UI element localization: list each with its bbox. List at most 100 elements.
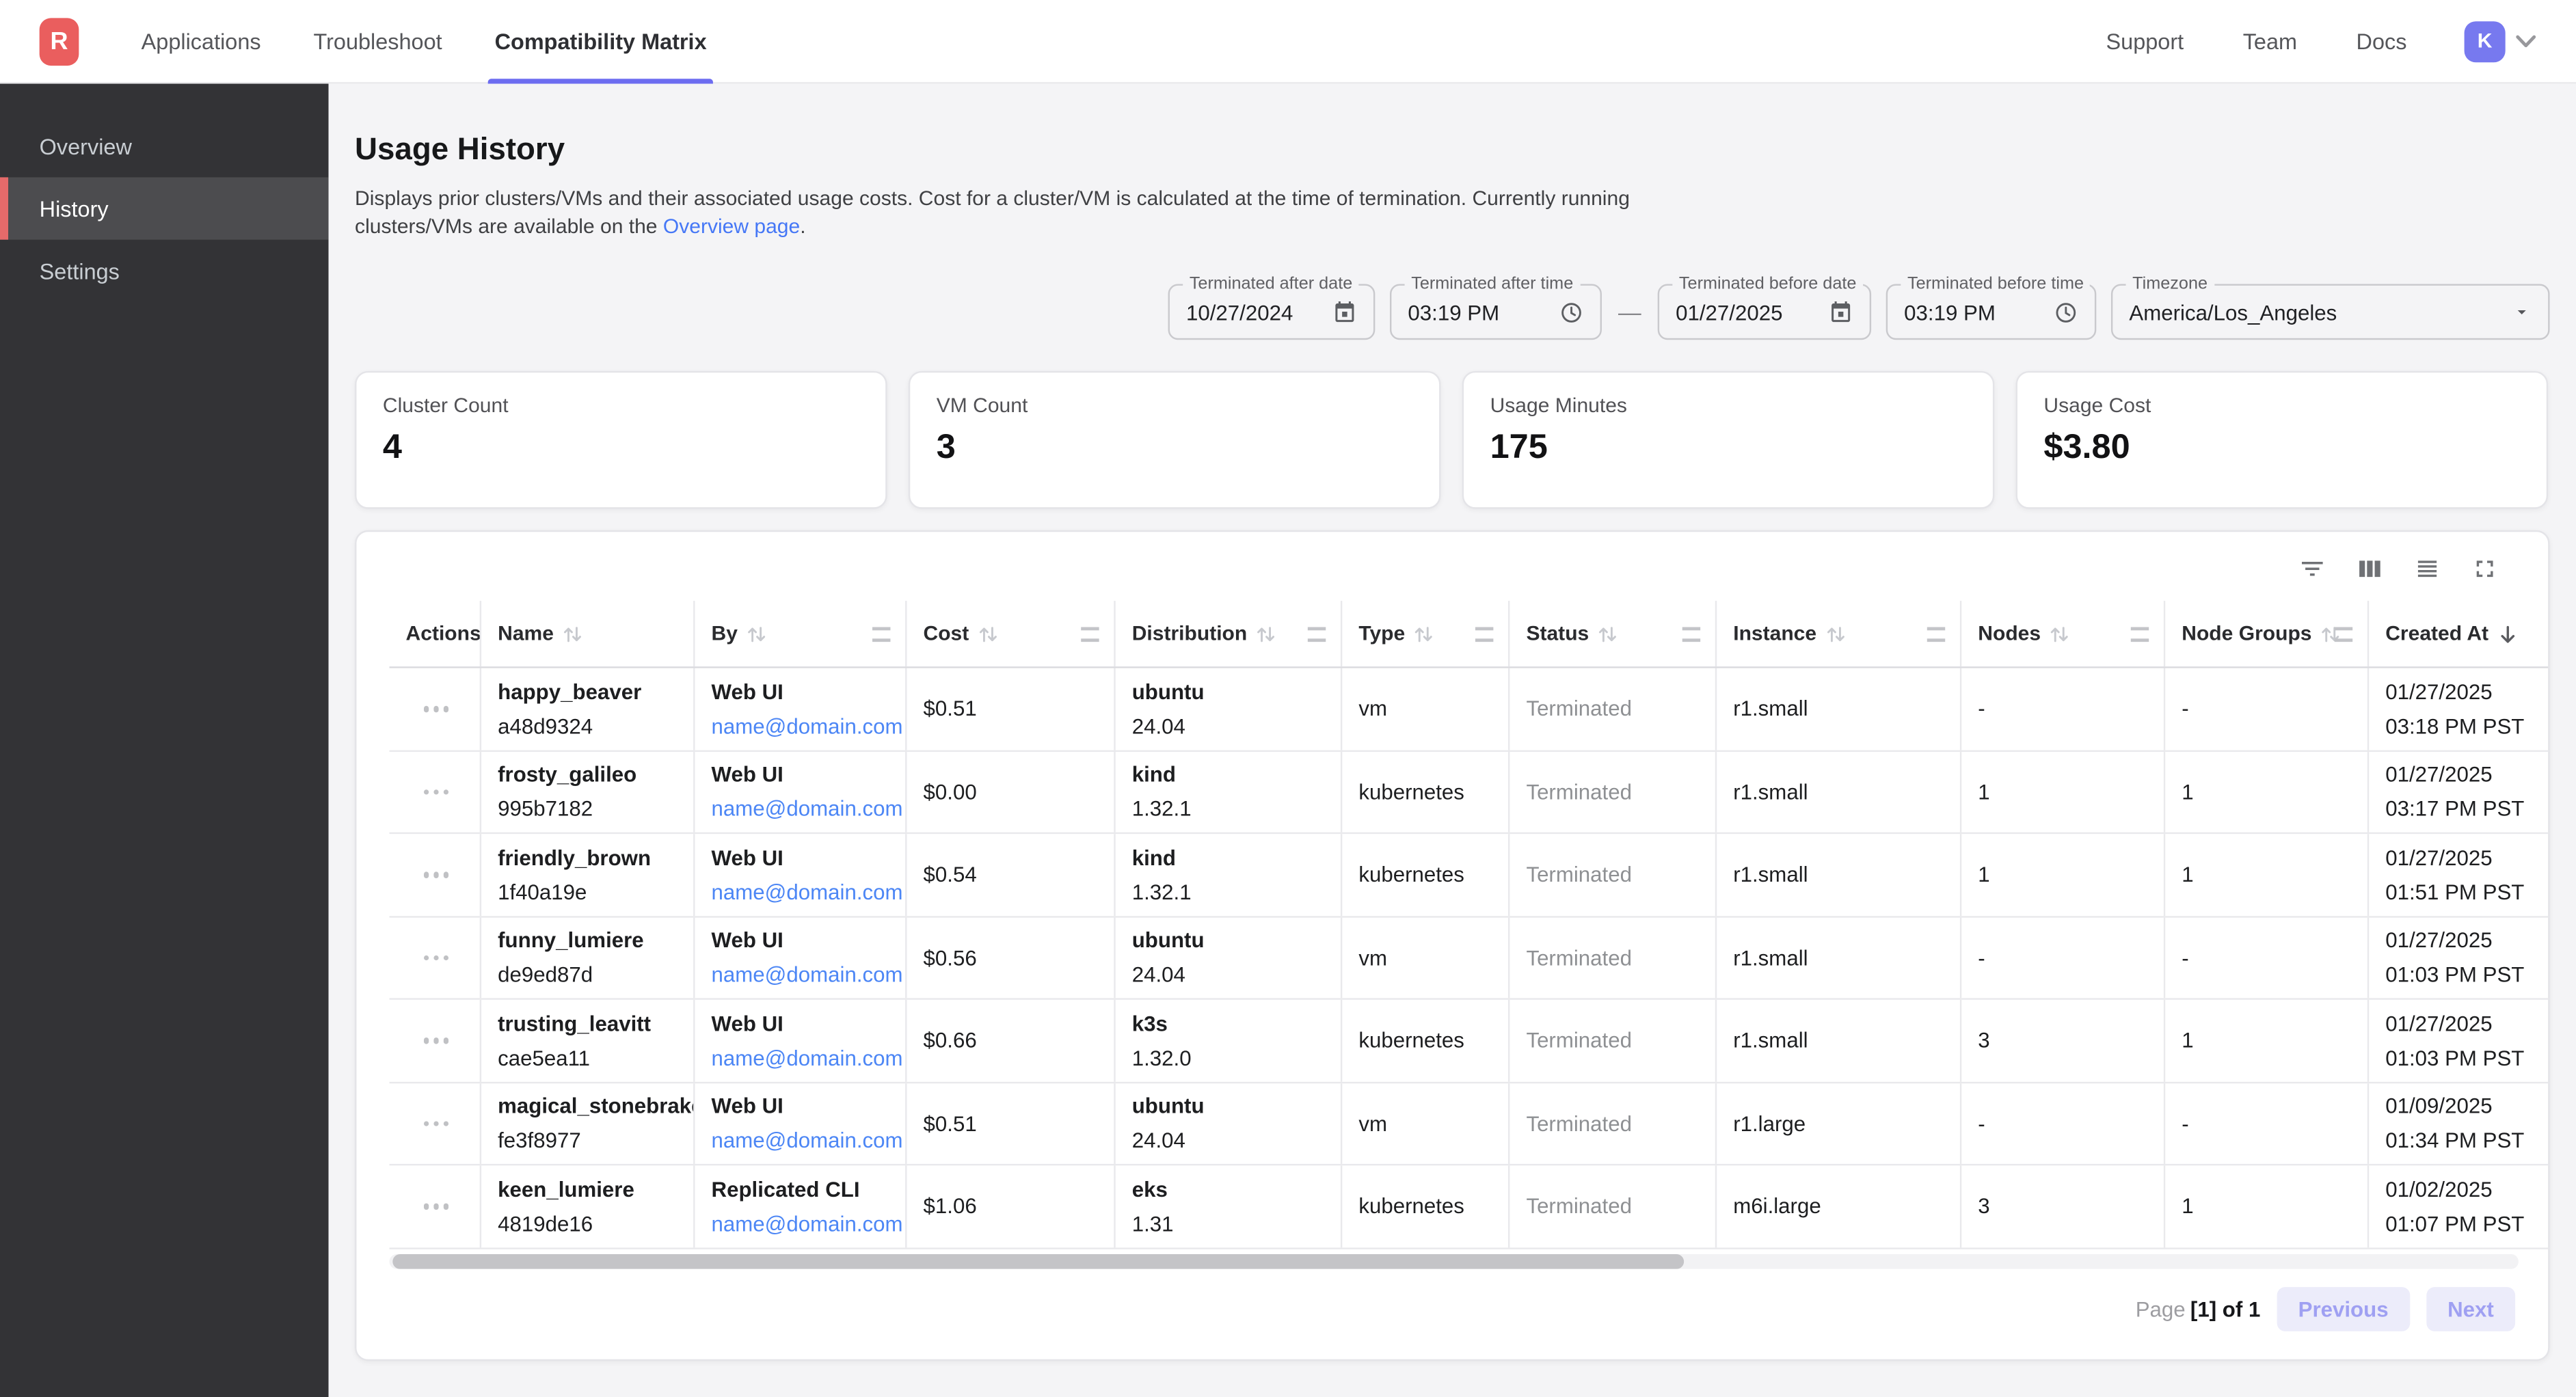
- density-button[interactable]: [2405, 552, 2447, 591]
- avatar[interactable]: K: [2464, 21, 2506, 62]
- column-header-name[interactable]: Name: [481, 601, 695, 667]
- previous-button[interactable]: Previous: [2277, 1286, 2410, 1331]
- name-cell: trusting_leavitt cae5ea11: [481, 999, 695, 1081]
- created-at-cell: 01/27/2025 01:51 PM PST: [2369, 834, 2548, 915]
- terminated-before-time-value[interactable]: 03:19 PM: [1904, 299, 1996, 325]
- nav-tab-compatibility-matrix[interactable]: Compatibility Matrix: [487, 0, 714, 84]
- status-cell: Terminated: [1510, 834, 1717, 916]
- terminated-after-time-field[interactable]: Terminated after time 03:19 PM: [1389, 274, 1602, 340]
- column-header-type[interactable]: Type: [1342, 601, 1510, 667]
- sort-arrows-icon: [1255, 623, 1276, 645]
- node-groups-cell: 1: [2165, 834, 2370, 916]
- overview-page-link[interactable]: Overview page: [662, 215, 801, 239]
- column-menu-icon[interactable]: [872, 626, 891, 641]
- sidebar-item-overview[interactable]: Overview: [39, 133, 132, 159]
- nodes-cell-value: 1: [1978, 862, 1990, 887]
- column-header-status[interactable]: Status: [1510, 601, 1717, 667]
- stat-value: 3: [936, 428, 956, 467]
- dropdown-icon[interactable]: [2512, 302, 2532, 322]
- column-header-instance[interactable]: Instance: [1717, 601, 1962, 667]
- by-email-link[interactable]: name@domain.com: [711, 962, 903, 988]
- column-menu-icon[interactable]: [1081, 626, 1099, 641]
- stat-card-vm-count: VM Count 3: [908, 370, 1441, 509]
- terminated-after-date-field[interactable]: Terminated after date 10/27/2024: [1168, 274, 1376, 340]
- nav-tab-troubleshoot[interactable]: Troubleshoot: [313, 29, 442, 54]
- by-cell: Web UI name@domain.com: [695, 668, 907, 750]
- row-actions-button[interactable]: [417, 945, 455, 970]
- nav-tab-applications[interactable]: Applications: [141, 29, 261, 54]
- sort-arrows-icon: [977, 623, 998, 645]
- column-header-distribution[interactable]: Distribution: [1116, 601, 1343, 667]
- by-email-link[interactable]: name@domain.com: [711, 879, 903, 904]
- stat-value: 175: [1490, 428, 1548, 467]
- type-cell: kubernetes: [1342, 834, 1510, 916]
- row-actions-button[interactable]: [417, 1111, 455, 1136]
- main-content: Usage History Displays prior clusters/VM…: [328, 83, 2576, 1397]
- column-label: By: [711, 622, 738, 645]
- clock-icon[interactable]: [2054, 299, 2078, 324]
- terminated-after-date-value[interactable]: 10/27/2024: [1186, 299, 1293, 325]
- by-email-link[interactable]: name@domain.com: [711, 1045, 903, 1070]
- horizontal-scrollbar[interactable]: [389, 1254, 2519, 1269]
- row-actions-button[interactable]: [417, 1193, 455, 1219]
- cell-line-1: 01/27/2025: [2385, 762, 2493, 787]
- cell-line-1: happy_beaver: [498, 679, 642, 704]
- status-cell-value: Terminated: [1526, 1193, 1632, 1219]
- by-cell: Web UI name@domain.com: [695, 834, 907, 916]
- next-button[interactable]: Next: [2426, 1286, 2516, 1331]
- row-actions-button[interactable]: [417, 862, 455, 887]
- column-header-nodes[interactable]: Nodes: [1961, 601, 2166, 667]
- column-header-node-groups[interactable]: Node Groups: [2165, 601, 2370, 667]
- column-menu-icon[interactable]: [2334, 626, 2353, 641]
- sort-arrows-icon: [1597, 623, 1618, 645]
- clock-icon[interactable]: [1559, 299, 1584, 324]
- column-label: Name: [498, 622, 554, 645]
- sidebar-item-history[interactable]: History: [0, 177, 329, 240]
- by-email-link[interactable]: name@domain.com: [711, 796, 903, 822]
- terminated-before-date-field[interactable]: Terminated before date 01/27/2025: [1657, 274, 1872, 340]
- cell-line-2: 24.04: [1131, 1128, 1185, 1153]
- by-source: Replicated CLI: [711, 1176, 860, 1202]
- row-actions-button[interactable]: [417, 1028, 455, 1053]
- by-cell: Web UI name@domain.com: [695, 1083, 907, 1164]
- calendar-icon[interactable]: [1829, 299, 1853, 324]
- terminated-before-date-value[interactable]: 01/27/2025: [1676, 299, 1783, 325]
- row-actions-button[interactable]: [417, 696, 455, 721]
- terminated-after-time-value[interactable]: 03:19 PM: [1408, 299, 1500, 325]
- fullscreen-button[interactable]: [2463, 552, 2505, 591]
- app-logo[interactable]: R: [39, 17, 79, 65]
- distribution-cell: ubuntu 24.04: [1116, 917, 1343, 999]
- cell-line-2: 24.04: [1131, 714, 1185, 739]
- column-header-by[interactable]: By: [695, 601, 907, 667]
- by-email-link[interactable]: name@domain.com: [711, 1210, 903, 1236]
- status-cell: Terminated: [1510, 668, 1717, 750]
- column-menu-icon[interactable]: [2130, 626, 2149, 641]
- nav-link-team[interactable]: Team: [2242, 29, 2298, 54]
- column-header-created-at[interactable]: Created At: [2369, 601, 2548, 666]
- by-email-link[interactable]: name@domain.com: [711, 1128, 903, 1153]
- column-menu-icon[interactable]: [1307, 626, 1326, 641]
- sidebar-item-settings[interactable]: Settings: [39, 258, 120, 284]
- cell-line-1: ubuntu: [1131, 927, 1205, 953]
- column-header-cost[interactable]: Cost: [907, 601, 1116, 667]
- sort-arrows-icon: [1825, 623, 1846, 645]
- scrollbar-thumb[interactable]: [392, 1254, 1685, 1269]
- by-email-link[interactable]: name@domain.com: [711, 714, 903, 739]
- status-cell-value: Terminated: [1526, 779, 1632, 804]
- columns-button[interactable]: [2348, 552, 2390, 591]
- terminated-after-date-label: Terminated after date: [1183, 274, 1359, 296]
- column-menu-icon[interactable]: [1475, 626, 1494, 641]
- column-label: Nodes: [1978, 622, 2041, 645]
- chevron-down-icon[interactable]: [2515, 33, 2536, 49]
- calendar-icon[interactable]: [1332, 299, 1357, 324]
- column-menu-icon[interactable]: [1682, 626, 1701, 641]
- timezone-field[interactable]: Timezone America/Los_Angeles: [2110, 274, 2550, 340]
- nav-link-docs[interactable]: Docs: [2356, 29, 2407, 54]
- timezone-value[interactable]: America/Los_Angeles: [2129, 299, 2337, 325]
- filter-button[interactable]: [2290, 552, 2333, 591]
- row-actions-button[interactable]: [417, 779, 455, 804]
- terminated-before-time-field[interactable]: Terminated before time 03:19 PM: [1886, 274, 2097, 340]
- column-menu-icon[interactable]: [1927, 626, 1946, 641]
- nav-link-support[interactable]: Support: [2106, 29, 2184, 54]
- cell-line-2: de9ed87d: [498, 962, 593, 988]
